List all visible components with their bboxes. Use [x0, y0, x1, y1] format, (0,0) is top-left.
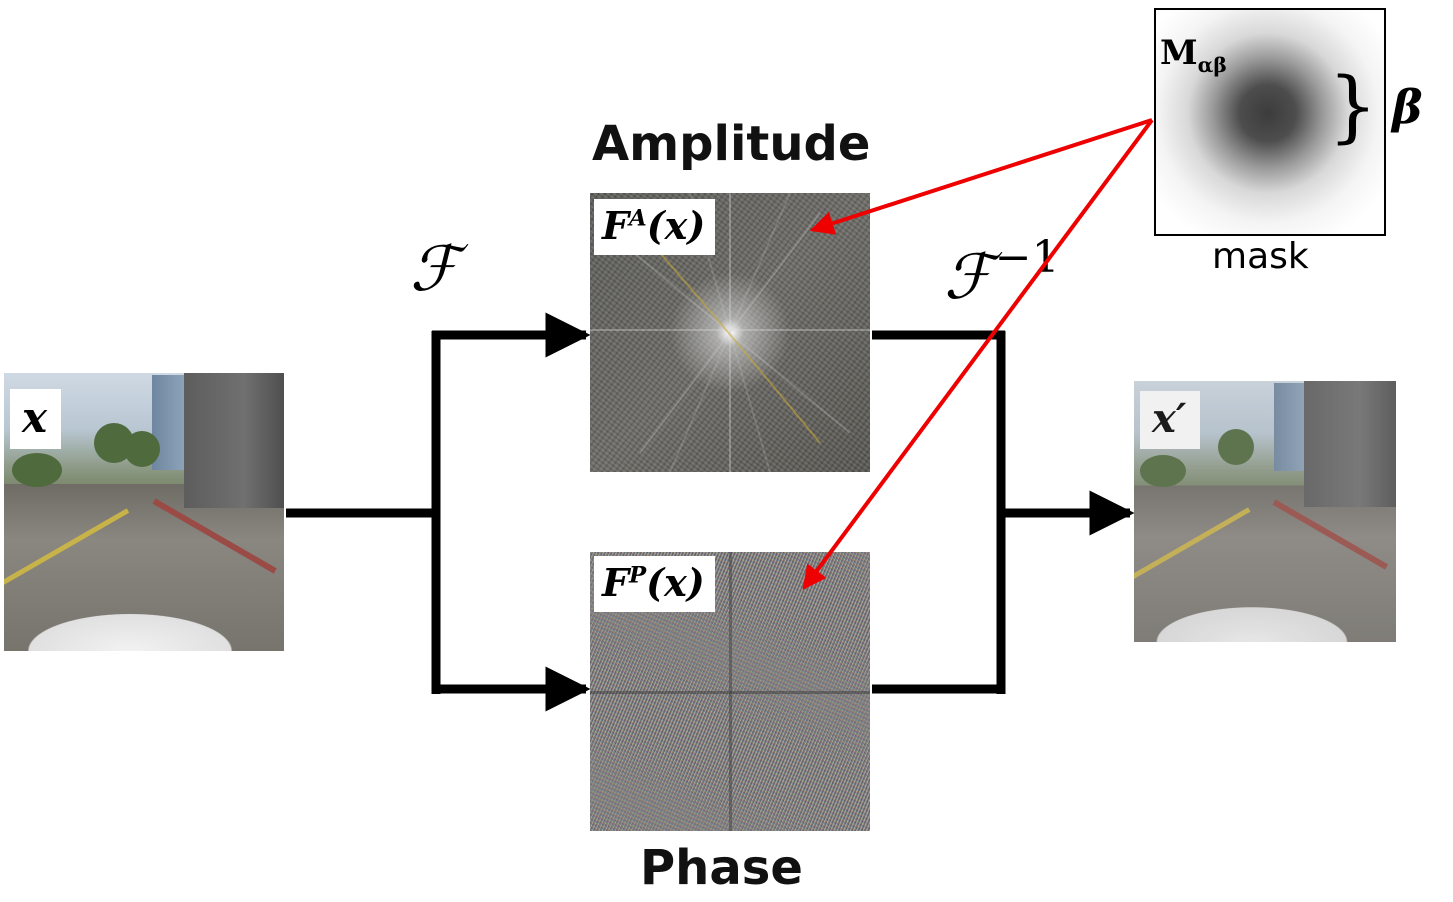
road-line	[1134, 507, 1251, 582]
road-curb	[1272, 499, 1389, 570]
amplitude-spectrum-image: FA(x)	[590, 193, 870, 472]
fourier-transform-symbol: ℱ	[410, 232, 459, 305]
road-line	[4, 508, 130, 588]
inverse-op-base: ℱ	[944, 240, 993, 313]
background-tower	[1274, 383, 1308, 471]
output-image: x′	[1134, 381, 1396, 642]
amplitude-title: Amplitude	[592, 116, 871, 172]
mask-label-sub: αβ	[1197, 52, 1227, 77]
phase-axis-horizontal	[590, 691, 870, 694]
tree	[124, 431, 160, 467]
phase-label-sup: P	[628, 562, 647, 589]
inverse-op-sup: −1	[994, 232, 1060, 283]
amplitude-label-base: F	[602, 203, 629, 248]
mask-image: Mαβ }	[1154, 8, 1386, 236]
tree	[1140, 455, 1186, 487]
phase-label-arg: (x)	[646, 560, 705, 605]
phase-label-base: F	[602, 560, 629, 605]
mask-label-base: M	[1160, 33, 1198, 73]
tree	[1218, 429, 1254, 465]
building	[184, 373, 284, 508]
amplitude-label-arg: (x)	[646, 203, 706, 248]
building	[1304, 381, 1396, 507]
mask-label: Mαβ	[1160, 36, 1227, 75]
road-curb	[152, 498, 277, 574]
amplitude-label-sup: A	[628, 205, 647, 232]
tree	[12, 453, 62, 487]
mask-caption: mask	[1212, 236, 1309, 277]
phase-spectrum-image: FP(x)	[590, 552, 870, 831]
phase-label: FP(x)	[594, 556, 715, 612]
phase-title: Phase	[640, 840, 803, 896]
amplitude-label: FA(x)	[594, 199, 716, 255]
beta-label: β	[1392, 80, 1423, 134]
phase-axis-vertical	[729, 552, 732, 831]
input-label: x	[10, 389, 62, 449]
output-label: x′	[1140, 391, 1201, 449]
beta-brace: }	[1328, 62, 1378, 152]
input-image: x	[4, 373, 284, 651]
inverse-fourier-transform-symbol: ℱ−1	[944, 232, 1060, 313]
